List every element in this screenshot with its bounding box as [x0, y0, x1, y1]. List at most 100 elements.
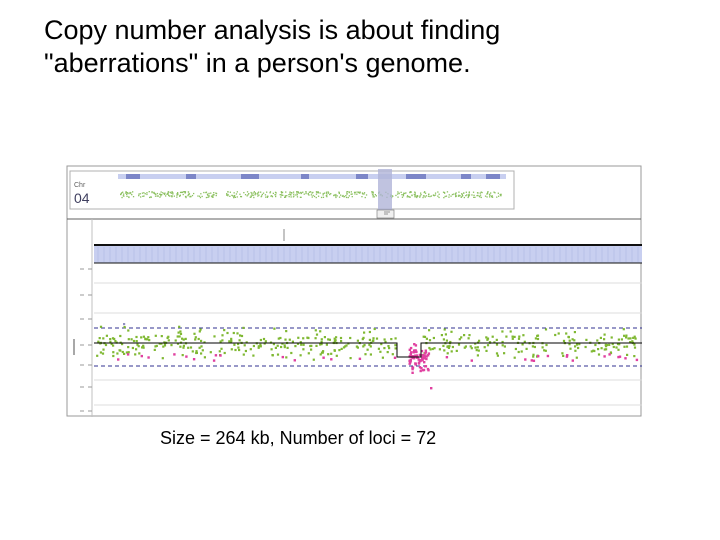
normal-point [521, 343, 524, 346]
overview-point [500, 195, 502, 197]
overview-point [414, 195, 416, 197]
normal-point [557, 332, 560, 335]
aberrant-point [185, 355, 188, 358]
aberrant-point [417, 362, 421, 365]
aberrant-point [532, 359, 536, 362]
ideogram-band [356, 174, 368, 179]
overview-point [317, 191, 320, 194]
overview-point [207, 196, 209, 198]
normal-point [302, 343, 305, 346]
overview-point [493, 191, 495, 193]
aberrant-point [411, 355, 415, 358]
overview-point [141, 192, 144, 194]
overview-point [402, 194, 405, 196]
overview-point [468, 194, 471, 196]
overview-point [311, 196, 313, 198]
overview-point [463, 196, 465, 199]
overview-point [346, 193, 348, 195]
normal-point [114, 340, 117, 343]
overview-point [215, 194, 217, 197]
overview-point [150, 196, 152, 198]
normal-point [179, 330, 182, 333]
overview-data-points [120, 191, 502, 199]
normal-point [432, 336, 435, 340]
overview-point [239, 193, 241, 195]
overview-point [448, 196, 450, 198]
normal-point [442, 338, 445, 341]
overview-point [151, 191, 153, 193]
normal-point [562, 339, 566, 342]
normal-point [105, 334, 108, 337]
overview-point [303, 193, 305, 195]
aberrant-point [409, 351, 413, 354]
overview-point [280, 191, 282, 193]
overview-point [296, 192, 298, 194]
aberrant-point [426, 354, 430, 357]
normal-point [176, 342, 180, 345]
overview-point [252, 192, 254, 194]
selected-region-highlight[interactable] [378, 169, 392, 217]
normal-point [121, 343, 124, 346]
normal-point [425, 337, 428, 340]
overview-point [189, 195, 191, 197]
overview-point [226, 194, 228, 196]
overview-point [362, 193, 364, 195]
overview-point [458, 191, 460, 193]
overview-point [250, 191, 252, 194]
normal-point [503, 345, 506, 348]
normal-point [571, 338, 574, 341]
overview-point [151, 191, 153, 194]
normal-point [356, 339, 359, 342]
normal-point [262, 337, 266, 341]
aberrant-point [173, 353, 176, 356]
normal-point [193, 332, 196, 335]
overview-point [458, 194, 460, 196]
normal-point [319, 353, 322, 356]
normal-point [593, 349, 596, 353]
normal-point [200, 345, 203, 348]
overview-point [172, 193, 174, 195]
aberrant-point [419, 369, 422, 373]
overview-point [364, 196, 366, 199]
overview-point [184, 191, 186, 193]
normal-point [429, 348, 432, 351]
overview-point [246, 191, 249, 193]
overview-point [307, 193, 309, 195]
normal-point [237, 346, 240, 349]
overview-point [164, 192, 166, 194]
aberrant-point [618, 355, 622, 358]
normal-point [96, 354, 99, 357]
normal-point [517, 350, 520, 354]
normal-point [97, 340, 100, 343]
normal-point [448, 345, 451, 348]
normal-point [319, 330, 322, 333]
overview-point [156, 195, 158, 197]
normal-point [323, 336, 326, 339]
overview-point [392, 195, 394, 197]
normal-point [625, 345, 629, 348]
normal-point [230, 337, 233, 340]
normal-point [541, 346, 544, 349]
normal-point [242, 326, 245, 329]
overview-point [254, 192, 256, 194]
overview-point [300, 191, 302, 194]
overview-point [403, 192, 405, 194]
normal-point [109, 338, 112, 341]
overview-point [126, 193, 128, 196]
normal-point [271, 354, 274, 357]
aberrant-point [414, 349, 417, 352]
overview-point [467, 196, 469, 199]
overview-point [359, 191, 361, 193]
normal-point [495, 352, 499, 355]
ideogram-band [486, 174, 500, 179]
normal-point [496, 354, 499, 357]
aberrant-point [409, 358, 412, 361]
overview-point [322, 192, 324, 195]
normal-point [590, 350, 593, 353]
normal-point [314, 329, 317, 332]
overview-point [328, 192, 330, 194]
overview-point [311, 192, 313, 194]
overview-point [126, 192, 128, 194]
overview-point [402, 195, 405, 197]
aberrant-point [565, 355, 569, 358]
